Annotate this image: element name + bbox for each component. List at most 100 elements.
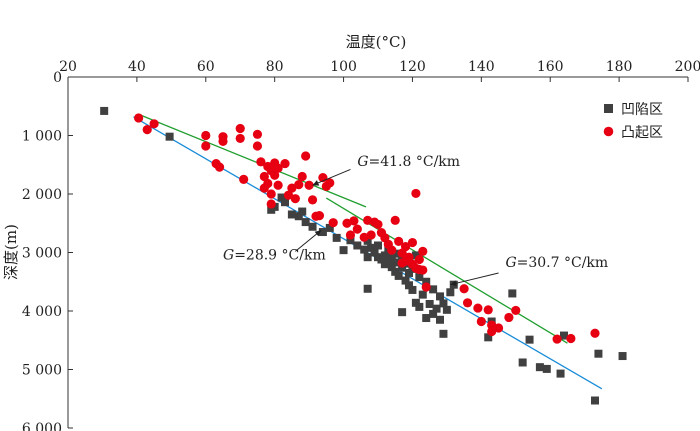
depression-point (556, 369, 565, 378)
x-axis-ticks: 20 40 60 80 100 120 140 160 180 200 (59, 59, 700, 82)
uplift-point (493, 323, 504, 333)
y-tick-label: 2 000 (22, 187, 62, 203)
uplift-point (366, 230, 376, 240)
depression-point (363, 284, 372, 293)
depression-point (415, 273, 424, 282)
y-axis-ticks: 0 1 000 2 000 3 000 4 000 5 000 6 000 (22, 70, 73, 431)
annotation-arrow-head (312, 180, 320, 186)
uplift-point (239, 174, 249, 184)
uplift-point (462, 298, 473, 308)
x-tick-label: 40 (128, 59, 146, 75)
x-tick-label: 140 (468, 59, 495, 75)
depression-point (408, 285, 417, 294)
uplift-point (266, 199, 276, 209)
depression-point (418, 290, 427, 299)
uplift-point (273, 180, 283, 190)
uplift-point (301, 151, 311, 161)
uplift-point (390, 215, 400, 225)
legend-label-uplift: 凸起区 (621, 125, 663, 141)
x-tick-label: 120 (399, 59, 426, 75)
uplift-point (314, 211, 325, 221)
uplift-point (411, 188, 421, 199)
uplift-point (345, 230, 356, 240)
uplift-point (214, 162, 225, 172)
x-tick-label: 100 (330, 59, 357, 75)
uplift-point (418, 246, 428, 256)
depression-point (446, 288, 455, 297)
y-tick-label: 3 000 (22, 246, 62, 262)
uplift-point (256, 157, 266, 167)
depression-point (525, 335, 534, 344)
y-tick-label: 6 000 (22, 421, 62, 431)
depression-point (442, 305, 451, 314)
depression-point (429, 309, 438, 318)
depression-point (535, 363, 544, 372)
uplift-point (487, 326, 497, 337)
uplift-point (407, 237, 418, 248)
depression-point (380, 251, 389, 260)
depression-point (353, 241, 362, 250)
uplift-point (387, 245, 397, 255)
uplift-point (294, 180, 304, 190)
uplift-point (590, 328, 600, 338)
depression-point (398, 263, 407, 272)
uplift-point (142, 125, 152, 135)
gradient-annotation: G=28.9 °C/km (223, 248, 326, 264)
uplift-point (473, 303, 483, 313)
depression-point (518, 358, 527, 367)
uplift-point (459, 284, 469, 294)
gradient-annotation: G=41.8 °C/km (357, 154, 460, 170)
depression-point (439, 299, 448, 308)
uplift-point (134, 113, 144, 123)
depression-point (363, 253, 372, 262)
uplift-point (325, 178, 335, 188)
uplift-point (266, 189, 276, 199)
depression-point (165, 132, 174, 141)
uplift-point (235, 123, 245, 134)
uplift-point (280, 158, 290, 169)
depression-point (387, 263, 396, 272)
depression-point (429, 285, 438, 294)
depression-point (318, 228, 327, 237)
annotation-arrow-head (314, 230, 322, 237)
annotation-arrow-line (312, 168, 351, 186)
depression-point (332, 233, 341, 242)
uplift-point (414, 254, 424, 265)
uplift-point (290, 194, 300, 204)
depression-point (484, 333, 493, 342)
uplift-point (201, 141, 211, 151)
depression-point (287, 210, 296, 219)
depression-point (560, 331, 568, 340)
y-tick-label: 1 000 (22, 129, 62, 145)
annotations: G=41.8 °C/km G=28.9 °C/km G=30.7 °C/km (223, 154, 608, 287)
uplift-point (394, 236, 404, 246)
uplift-point (283, 190, 294, 200)
uplift-point (149, 119, 159, 129)
x-tick-label: 60 (197, 59, 215, 75)
annotation-arrow-line (450, 272, 499, 286)
uplift-point (476, 316, 486, 327)
uplift-point (552, 334, 562, 344)
uplift-point (504, 312, 514, 323)
uplift-point (235, 133, 245, 144)
depression-point (401, 276, 410, 285)
uplift-point (418, 265, 428, 275)
x-tick-label: 160 (537, 59, 564, 75)
depression-point (436, 292, 444, 301)
depression-point (422, 314, 431, 323)
y-tick-label: 0 (53, 70, 62, 86)
depression-point (405, 281, 413, 290)
uplift-point (287, 183, 297, 193)
depression-point (432, 304, 441, 313)
depression-point (377, 255, 386, 264)
uplift-point (352, 224, 362, 234)
uplift-point (263, 178, 273, 189)
uplift-point (270, 170, 280, 180)
depression-point (422, 277, 431, 286)
depression-point (363, 236, 372, 245)
annotation-arrow-head (450, 280, 457, 287)
uplift-point (259, 171, 269, 182)
uplift-point (511, 305, 521, 316)
gradient-annotation: G=30.7 °C/km (505, 255, 608, 271)
uplift-point (404, 252, 414, 262)
